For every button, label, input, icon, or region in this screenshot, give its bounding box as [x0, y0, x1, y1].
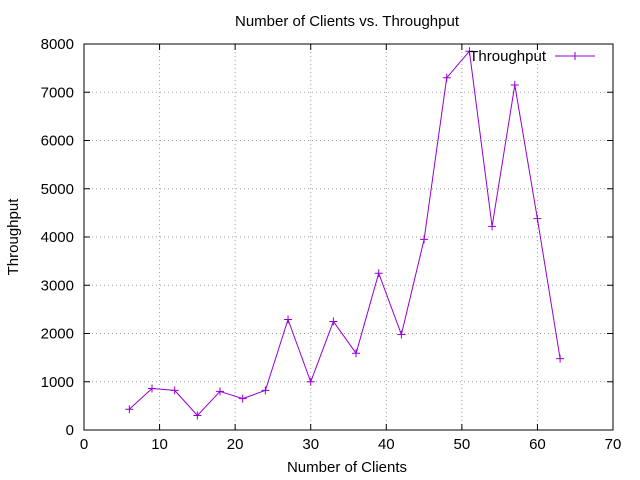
data-point [170, 386, 179, 395]
data-point [465, 47, 474, 56]
y-axis-ticks: 0 1000 2000 3000 4000 5000 6000 7000 8000 [41, 36, 613, 439]
legend: Throughput [469, 48, 595, 65]
data-point [329, 317, 338, 326]
y-tick-label: 5000 [41, 181, 74, 198]
data-point [216, 387, 225, 396]
data-point [374, 269, 383, 278]
x-tick-label: 70 [605, 436, 622, 453]
y-tick-label: 6000 [41, 133, 74, 150]
y-tick-label: 8000 [41, 36, 74, 53]
x-tick-label: 0 [80, 436, 88, 453]
data-point [510, 81, 519, 90]
chart-title: Number of Clients vs. Throughput [235, 13, 460, 30]
x-tick-label: 40 [378, 436, 395, 453]
data-point [284, 315, 293, 324]
data-point [125, 405, 134, 414]
data-point [397, 330, 406, 339]
x-tick-label: 10 [151, 436, 168, 453]
data-point [488, 222, 497, 231]
x-tick-label: 50 [454, 436, 471, 453]
data-point [533, 214, 542, 223]
x-tick-label: 30 [302, 436, 319, 453]
y-tick-label: 4000 [41, 229, 74, 246]
grid-lines [84, 44, 613, 430]
data-point [148, 384, 157, 393]
data-point [352, 349, 361, 358]
data-point [261, 386, 270, 395]
x-tick-label: 60 [529, 436, 546, 453]
y-tick-label: 7000 [41, 84, 74, 101]
y-axis-label: Throughput [5, 198, 22, 276]
legend-marker [571, 52, 579, 60]
y-tick-label: 1000 [41, 374, 74, 391]
x-tick-label: 20 [227, 436, 244, 453]
data-point [420, 235, 429, 244]
data-point [193, 411, 202, 420]
x-axis-label: Number of Clients [287, 459, 407, 476]
y-tick-label: 2000 [41, 326, 74, 343]
data-point [556, 354, 565, 363]
x-axis-ticks: 0 10 20 30 40 50 60 70 [80, 44, 622, 453]
data-point [238, 394, 247, 403]
y-tick-label: 0 [66, 422, 74, 439]
y-tick-label: 3000 [41, 277, 74, 294]
series-line [128, 50, 561, 417]
data-point [306, 377, 315, 386]
series-group [125, 47, 565, 420]
legend-label: Throughput [469, 48, 547, 65]
data-point [442, 73, 451, 82]
